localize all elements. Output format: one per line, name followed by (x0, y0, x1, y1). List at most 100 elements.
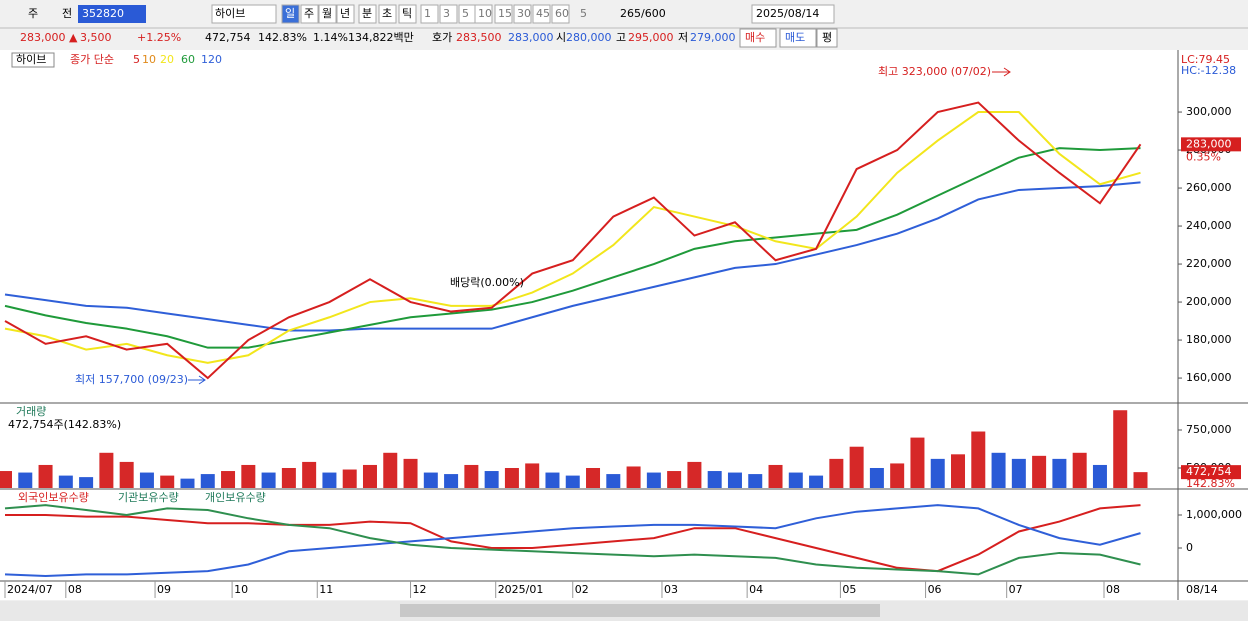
quote-item: 283,000 (508, 31, 554, 44)
button[interactable] (318, 4, 337, 24)
quote-item[interactable]: 매수 (745, 31, 765, 44)
x-tick-label: 11 (319, 583, 333, 596)
volume-bar (748, 474, 763, 488)
x-tick-label: 08 (1106, 583, 1120, 596)
volume-bar (0, 471, 12, 488)
order-button[interactable] (739, 28, 777, 48)
toolbar-item[interactable]: 주 (304, 7, 314, 20)
legend-item: 5 (133, 53, 140, 66)
volume-bar (727, 472, 742, 488)
volume-bar (484, 471, 499, 488)
x-tick-label: 09 (157, 583, 171, 596)
hc-label: HC:-12.38 (1181, 64, 1236, 77)
toolbar-item[interactable]: 월 (322, 7, 332, 20)
toolbar-item[interactable]: 15 (498, 7, 512, 20)
toolbar-item[interactable]: 일 (285, 6, 295, 20)
volume-bar (38, 464, 53, 488)
scroll-thumb[interactable] (400, 604, 880, 617)
volume-bar (1032, 455, 1047, 488)
toolbar-item[interactable]: 10 (478, 7, 492, 20)
y-tick-label: 160,000 (1186, 371, 1232, 384)
volume-ratio: 142.83% (1186, 477, 1235, 490)
quote-item: 472,754 (205, 31, 251, 44)
volume-bar (1092, 464, 1107, 488)
button[interactable] (358, 4, 377, 24)
volume-bar (322, 472, 337, 488)
x-tick-label: 08 (68, 583, 82, 596)
x-tick-label: 07 (1009, 583, 1023, 596)
toolbar-item[interactable]: 30 (517, 7, 531, 20)
quote-item: 283,500 (456, 31, 502, 44)
quote-item: 1.14% (313, 31, 348, 44)
volume-bar (910, 437, 925, 488)
volume-bar (160, 475, 175, 488)
y-tick-label: 180,000 (1186, 333, 1232, 346)
volume-bar (991, 452, 1006, 488)
button[interactable] (494, 4, 513, 24)
button[interactable] (474, 4, 493, 24)
toolbar-item[interactable]: 초 (382, 7, 392, 20)
toolbar-item[interactable]: 2025/08/14 (756, 7, 819, 20)
date-input[interactable] (751, 4, 835, 24)
volume-bar (525, 463, 540, 488)
code-input[interactable] (78, 5, 146, 23)
toolbar-item[interactable]: 5 (580, 7, 587, 20)
annotation: 배당락(0.00%) (450, 276, 524, 289)
toolbar-item[interactable]: 년 (340, 7, 350, 20)
series-line (5, 504, 1141, 573)
order-button[interactable] (779, 28, 817, 48)
toolbar-item[interactable]: 3 (443, 7, 450, 20)
toolbar-item[interactable]: 주 (28, 7, 38, 20)
button[interactable] (398, 4, 417, 24)
name-input[interactable] (211, 4, 277, 24)
volume-bar (302, 461, 317, 488)
volume-bar (1011, 458, 1026, 488)
button[interactable] (300, 4, 319, 24)
toolbar-item[interactable]: 하이브 (215, 6, 245, 20)
button[interactable] (378, 4, 397, 24)
button[interactable] (532, 4, 551, 24)
toolbar-item[interactable]: 352820 (82, 7, 124, 20)
toolbar-item[interactable]: 틱 (402, 7, 412, 20)
y-tick-label: 240,000 (1186, 219, 1232, 232)
button[interactable] (513, 4, 532, 24)
quote-item: 279,000 (690, 31, 736, 44)
volume-bar (707, 471, 722, 488)
volume-bar (180, 478, 195, 488)
button[interactable] (281, 4, 300, 24)
x-tick-label: 2025/01 (498, 583, 544, 596)
volume-bar (1052, 458, 1067, 488)
toolbar-item[interactable]: 45 (536, 7, 550, 20)
volume-bar (545, 472, 560, 488)
order-button[interactable] (816, 28, 838, 48)
toolbar-item[interactable]: 전 (62, 7, 72, 20)
toolbar-item[interactable]: /600 (641, 7, 666, 20)
toolbar-item[interactable]: 5 (462, 7, 469, 20)
legend-item: 10 (142, 53, 156, 66)
volume-bar (119, 461, 134, 488)
toolbar-item[interactable]: 분 (362, 7, 372, 20)
toolbar-item[interactable]: 60 (555, 7, 569, 20)
button[interactable] (439, 4, 458, 24)
button[interactable] (420, 4, 439, 24)
toolbar-item[interactable]: 1 (424, 7, 431, 20)
toolbar-item[interactable]: 265 (620, 7, 641, 20)
volume-bar (464, 464, 479, 488)
x-tick-label: 03 (664, 583, 678, 596)
button[interactable] (336, 4, 355, 24)
quote-item[interactable]: 평 (822, 31, 832, 44)
y-tick-label: 200,000 (1186, 295, 1232, 308)
x-tick-label: 2024/07 (7, 583, 53, 596)
volume-bar (1133, 472, 1148, 488)
series-line (4, 504, 1141, 576)
annotation: 최저 157,700 (09/23) (75, 373, 188, 386)
volume-bar (241, 464, 256, 488)
chart-bg (0, 50, 1248, 600)
quote-item: 3,500 (80, 31, 112, 44)
volume-bar (849, 446, 864, 488)
quote-item[interactable]: 매도 (785, 31, 805, 44)
quote-item: 142.83% (258, 31, 307, 44)
legend-item: 20 (160, 53, 174, 66)
button[interactable] (551, 4, 570, 24)
